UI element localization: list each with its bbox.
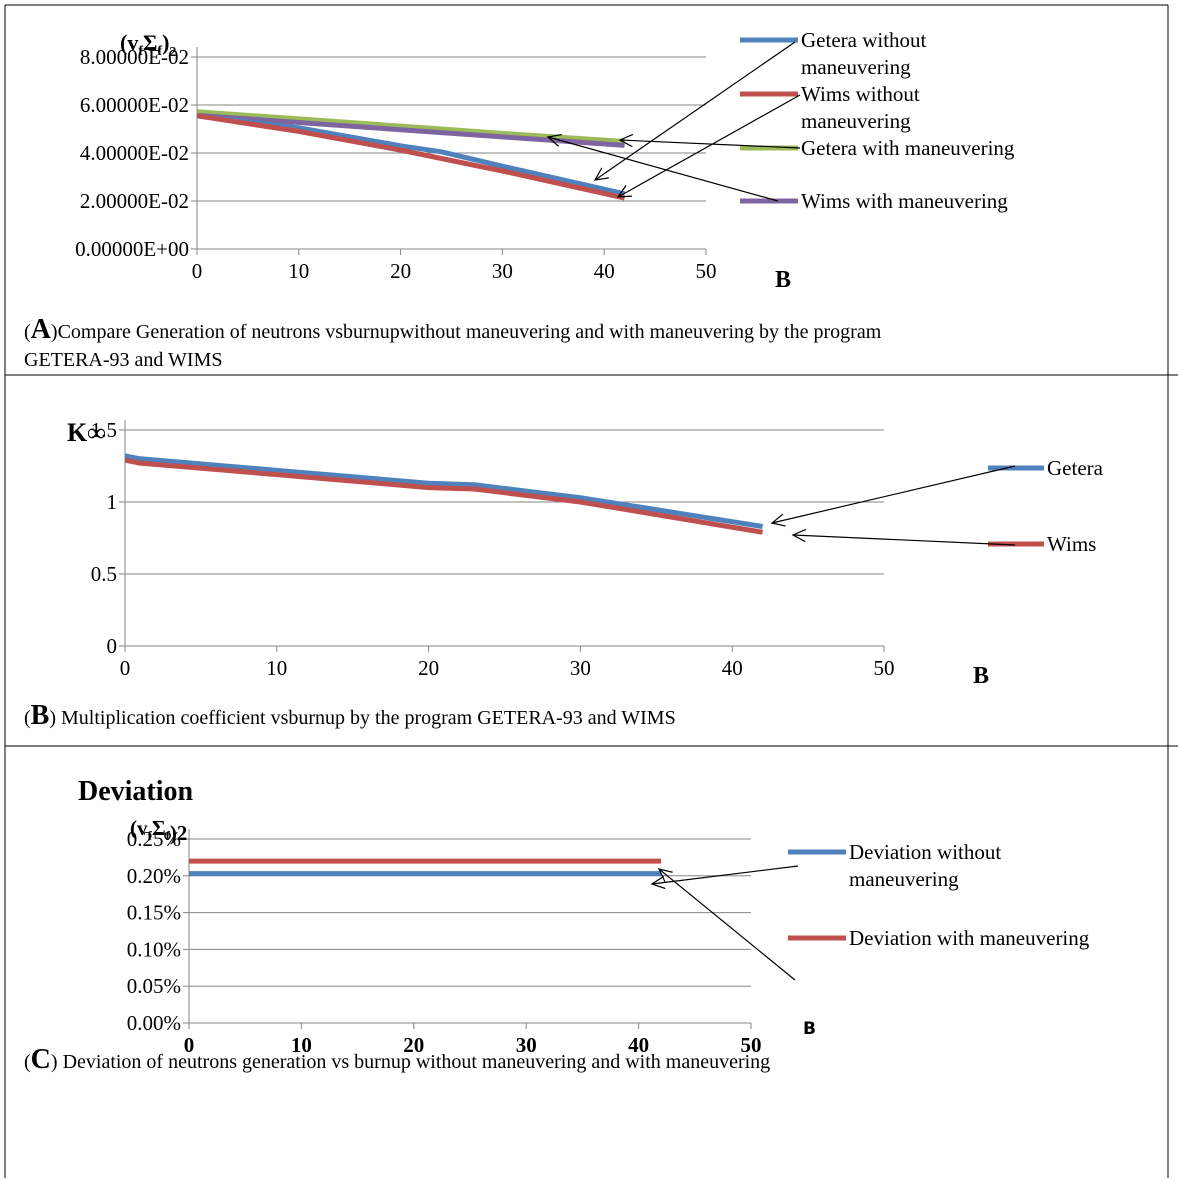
y-tick-label: 0.5 (91, 562, 117, 586)
x-tick-label: 20 (418, 656, 439, 680)
y-tick-label: 4.00000E-02 (80, 141, 189, 165)
arrow-head (657, 868, 673, 882)
x-tick-label: 10 (288, 259, 309, 283)
x-tick-label: 30 (492, 259, 513, 283)
arrow-head (791, 528, 807, 543)
arrow-head (546, 133, 562, 147)
y-tick-label: 1.5 (91, 418, 117, 442)
y-tick-label: 6.00000E-02 (80, 93, 189, 117)
legend-label: Wims without (801, 82, 920, 106)
y-tick-label: 0.20% (127, 864, 181, 888)
series-line-wims-with-maneuvering (196, 112, 625, 148)
x-tick-label: 0 (120, 656, 131, 680)
panel-b-chart: 0 0.5 1 1.5 0 10 20 30 40 50 K∞ B Getera Wims (67, 418, 1104, 689)
x-tick-label: 40 (628, 1033, 649, 1057)
x-tick-label: 50 (696, 259, 717, 283)
annotation-arrow (547, 136, 779, 202)
legend-label: Wims (1047, 532, 1096, 556)
x-tick-label: 40 (594, 259, 615, 283)
caption-c-line-0: (C) Deviation of neutrons generation vs … (24, 1044, 770, 1075)
legend-label: Getera without (801, 28, 927, 52)
arrow-head (650, 875, 666, 890)
y-tick-label: 0.00% (127, 1011, 181, 1035)
y-tick-label: 0.10% (127, 937, 181, 961)
series-line-wims (124, 457, 763, 535)
annotation-arrow (792, 534, 1016, 546)
y-axis-subtitle: (vfΣf)2 (130, 816, 187, 845)
x-tick-label: 20 (403, 1033, 424, 1057)
x-tick-label: 20 (390, 259, 411, 283)
legend-label: Getera with maneuvering (801, 136, 1015, 160)
figure-frame (4, 4, 1178, 1178)
x-tick-label: 50 (741, 1033, 762, 1057)
x-tick-label: 50 (874, 656, 895, 680)
captions: (A)Compare Generation of neutrons vsburn… (24, 314, 882, 1075)
caption-b-line-0: (B) Multiplication coefficient vsburnup … (24, 700, 676, 731)
chart-title: Deviation (78, 776, 194, 807)
y-axis-title: (vfΣf)2 (120, 30, 176, 60)
x-tick-label: 0 (184, 1033, 195, 1057)
x-tick-label: 30 (570, 656, 591, 680)
series-line-wims-without-maneuvering (196, 113, 626, 201)
annotation-arrow (771, 465, 1016, 524)
x-tick-label: 40 (722, 656, 743, 680)
annotation-arrow (658, 868, 796, 981)
arrow-head (770, 513, 786, 527)
legend-label: maneuvering (801, 109, 911, 133)
y-tick-label: 1 (107, 490, 118, 514)
panel-c-chart: 0.00% 0.05% 0.10% 0.15% 0.20% 0.25% 0 10 20 30 40 5… (78, 776, 1090, 1057)
caption-a-line-1: GETERA-93 and WIMS (24, 349, 223, 371)
legend-label: maneuvering (849, 867, 959, 891)
annotation-arrow (619, 139, 801, 149)
y-tick-label: 0 (107, 634, 118, 658)
legend-label: Deviation without (849, 840, 1001, 864)
annotation-arrow (594, 41, 796, 181)
x-tick-label: 10 (266, 656, 287, 680)
y-tick-label: 0.05% (127, 974, 181, 998)
x-axis-title: B (803, 1019, 816, 1039)
legend-label: Deviation with maneuvering (849, 926, 1090, 950)
annotation-arrow (617, 94, 801, 198)
series-line-getera-without-maneuvering (196, 113, 626, 197)
x-axis-title: B (775, 267, 791, 293)
series-line-getera-with-maneuvering (196, 109, 625, 144)
legend-label: maneuvering (801, 55, 911, 79)
x-tick-label: 10 (291, 1033, 312, 1057)
x-tick-label: 0 (192, 259, 203, 283)
y-tick-label: 2.00000E-02 (80, 189, 189, 213)
y-tick-label: 8.00000E-02 (80, 45, 189, 69)
arrow-head (593, 167, 609, 181)
x-tick-label: 30 (516, 1033, 537, 1057)
arrow-head (618, 133, 634, 148)
arrow-head (616, 185, 633, 198)
legend-label: Getera (1047, 456, 1104, 480)
panel-a-chart: 0.00000E+00 2.00000E-02 4.00000E-02 6.00000… (75, 28, 1015, 293)
y-tick-label: 0.25% (127, 827, 181, 851)
x-axis-title: B (973, 663, 989, 689)
caption-a-line-0: (A)Compare Generation of neutrons vsburn… (24, 314, 882, 345)
y-tick-label: 0.15% (127, 901, 181, 925)
series-line-getera (124, 453, 763, 529)
annotation-arrow (651, 865, 799, 885)
y-tick-label: 0.00000E+00 (75, 237, 189, 261)
y-axis-title: K∞ (67, 418, 106, 447)
legend-label: Wims with maneuvering (801, 189, 1008, 213)
